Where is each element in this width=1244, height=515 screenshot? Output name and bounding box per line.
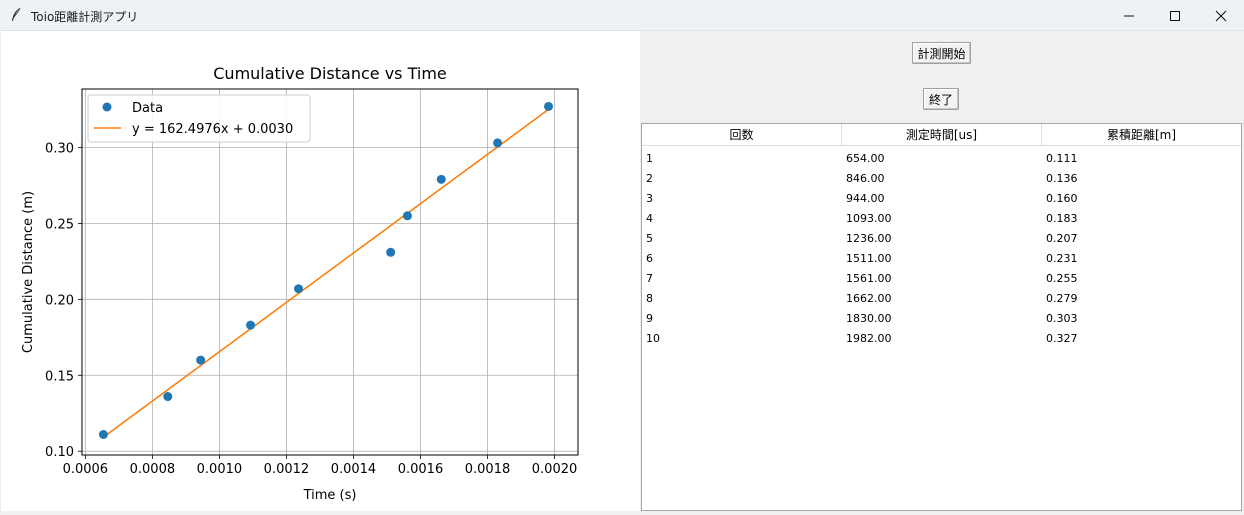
cell-time: 1561.00 [846, 271, 892, 285]
cell-time: 1511.00 [846, 251, 892, 265]
table-row[interactable]: 10 1982.00 0.327 [642, 328, 1241, 348]
legend-box [87, 94, 311, 143]
cell-distance: 0.303 [1046, 311, 1078, 325]
cell-time: 654.00 [846, 151, 885, 165]
data-point [493, 138, 503, 148]
cell-time: 1830.00 [846, 311, 892, 325]
feather-icon [12, 7, 21, 21]
cell-distance: 0.160 [1046, 191, 1078, 205]
x-tick-label: 0.0018 [465, 462, 511, 477]
cell-time: 846.00 [846, 171, 885, 185]
cell-distance: 0.231 [1046, 251, 1078, 265]
minimize-button[interactable] [1106, 0, 1152, 31]
fit-line [102, 108, 549, 438]
close-button[interactable] [1198, 0, 1244, 31]
cell-time: 1236.00 [846, 231, 892, 245]
cell-count: 2 [646, 171, 653, 185]
table-row[interactable]: 4 1093.00 0.183 [642, 208, 1241, 228]
legend-label-fit: y = 162.4976x + 0.0030 [132, 122, 293, 137]
table-row[interactable]: 8 1662.00 0.279 [642, 288, 1241, 308]
legend-marker-data [102, 102, 112, 112]
cell-distance: 0.279 [1046, 291, 1078, 305]
data-points [98, 101, 554, 439]
cell-distance: 0.136 [1046, 171, 1078, 185]
cell-count: 1 [646, 151, 653, 165]
cell-distance: 0.207 [1046, 231, 1078, 245]
cell-time: 944.00 [846, 191, 885, 205]
plot-canvas: 0.0006 0.0008 0.0010 0.0012 0.0014 0.0016 0.00… [1, 31, 640, 511]
table-row[interactable]: 9 1830.00 0.303 [642, 308, 1241, 328]
y-tick-label: 0.20 [45, 293, 74, 308]
maximize-icon [1170, 10, 1180, 21]
plot-frame [81, 88, 579, 456]
y-ticks: 0.10 0.15 0.20 0.25 0.30 [45, 141, 82, 460]
data-point [386, 247, 396, 257]
x-tick-label: 0.0016 [398, 462, 444, 477]
data-point [544, 101, 554, 111]
cell-count: 10 [646, 331, 660, 345]
table-row[interactable]: 6 1511.00 0.231 [642, 248, 1241, 268]
chart-grid [82, 89, 578, 455]
title-bar: Toio距離計測アプリ [0, 0, 1244, 31]
data-point [402, 211, 412, 221]
cell-distance: 0.327 [1046, 331, 1078, 345]
column-header-distance[interactable]: 累積距離[m] [1042, 124, 1241, 146]
table-row[interactable]: 5 1236.00 0.207 [642, 228, 1241, 248]
y-tick-label: 0.30 [45, 141, 74, 156]
y-axis-label: Cumulative Distance (m) [21, 191, 36, 353]
fit-line-series [102, 108, 549, 438]
cell-count: 3 [646, 191, 653, 205]
column-header-time[interactable]: 測定時間[us] [842, 124, 1042, 146]
data-point [196, 355, 206, 365]
cell-count: 7 [646, 271, 653, 285]
x-ticks: 0.0006 0.0008 0.0010 0.0012 0.0014 0.0016 0.00… [63, 455, 578, 477]
chart-title: Cumulative Distance vs Time [213, 64, 447, 83]
results-table: 回数 測定時間[us] 累積距離[m] 1 654.00 0.111 2 846.00 0… [641, 123, 1242, 511]
x-tick-label: 0.0006 [63, 462, 109, 477]
cell-count: 6 [646, 251, 653, 265]
cell-distance: 0.183 [1046, 211, 1078, 225]
minimize-icon [1124, 15, 1134, 16]
cell-distance: 0.111 [1046, 151, 1078, 165]
y-tick-label: 0.25 [45, 217, 74, 232]
cell-time: 1662.00 [846, 291, 892, 305]
cell-count: 9 [646, 311, 653, 325]
data-point [293, 284, 303, 294]
distance-time-chart: 0.0006 0.0008 0.0010 0.0012 0.0014 0.0016 0.00… [21, 64, 579, 503]
column-header-count[interactable]: 回数 [642, 124, 842, 146]
window-title: Toio距離計測アプリ [31, 10, 139, 24]
end-button[interactable]: 終了 [923, 88, 959, 110]
data-point [246, 320, 256, 330]
x-tick-label: 0.0010 [197, 462, 243, 477]
table-header: 回数 測定時間[us] 累積距離[m] [642, 124, 1241, 146]
data-point [436, 174, 446, 184]
close-icon [1215, 10, 1227, 21]
chart-legend: Data y = 162.4976x + 0.0030 [87, 94, 311, 143]
control-panel: 計測開始 終了 回数 測定時間[us] 累積距離[m] 1 654.00 0.111… [641, 31, 1243, 511]
x-axis-label: Time (s) [303, 488, 357, 503]
legend-label-data: Data [132, 101, 163, 116]
data-point [163, 392, 173, 402]
cell-count: 8 [646, 291, 653, 305]
y-tick-label: 0.10 [45, 445, 74, 460]
maximize-button[interactable] [1152, 0, 1198, 31]
cell-time: 1982.00 [846, 331, 892, 345]
y-tick-label: 0.15 [45, 369, 74, 384]
table-row[interactable]: 3 944.00 0.160 [642, 188, 1241, 208]
x-tick-label: 0.0008 [130, 462, 176, 477]
table-row[interactable]: 7 1561.00 0.255 [642, 268, 1241, 288]
cell-count: 5 [646, 231, 653, 245]
x-tick-label: 0.0020 [532, 462, 578, 477]
data-point [98, 429, 108, 439]
table-body: 1 654.00 0.111 2 846.00 0.136 3 944.00 0.160 4 109… [642, 148, 1241, 348]
x-tick-label: 0.0012 [264, 462, 310, 477]
x-tick-label: 0.0014 [331, 462, 377, 477]
table-row[interactable]: 1 654.00 0.111 [642, 148, 1241, 168]
cell-count: 4 [646, 211, 653, 225]
cell-time: 1093.00 [846, 211, 892, 225]
cell-distance: 0.255 [1046, 271, 1078, 285]
table-row[interactable]: 2 846.00 0.136 [642, 168, 1241, 188]
start-measurement-button[interactable]: 計測開始 [912, 42, 971, 64]
